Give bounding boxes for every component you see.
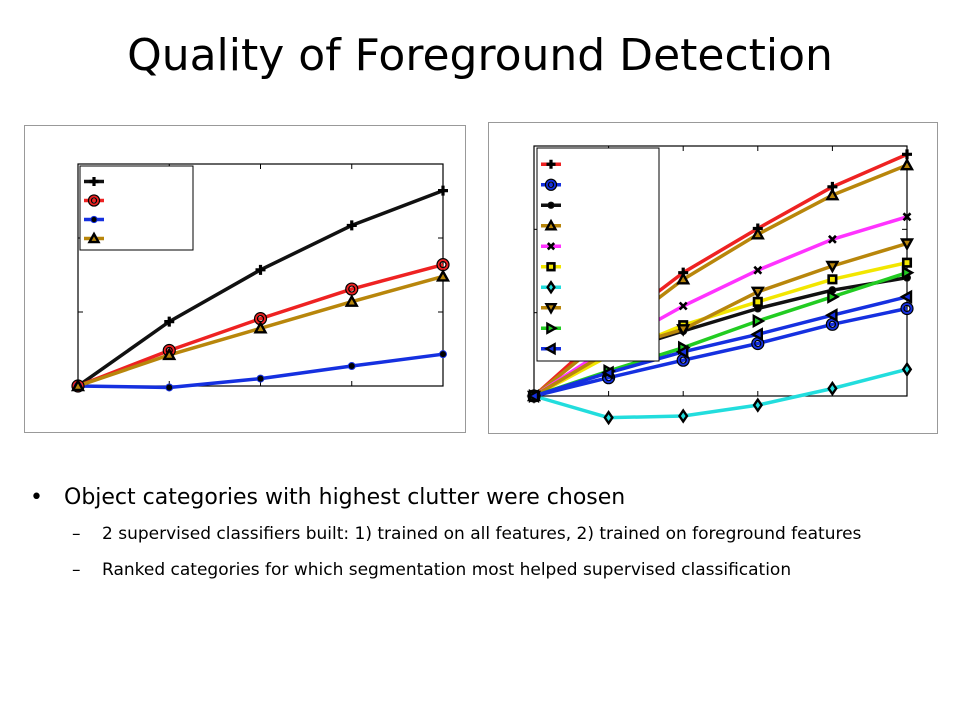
- chart-10-classes-svg: [526, 145, 915, 426]
- sub-bullet-dash: –: [72, 560, 81, 580]
- data-point: [750, 286, 765, 300]
- legend-marker: [546, 262, 556, 272]
- data-point: [677, 408, 689, 424]
- chart-4-classes: [24, 125, 466, 433]
- sub-bullet-item: – Ranked categories for which segmentati…: [72, 558, 920, 582]
- legend-marker: [87, 231, 101, 244]
- data-point: [90, 215, 98, 224]
- bullet-dot: •: [30, 485, 43, 510]
- data-point: [164, 316, 175, 327]
- data-point: [546, 159, 556, 169]
- data-point: [825, 260, 840, 274]
- data-point: [901, 303, 913, 314]
- data-point: [344, 294, 359, 307]
- bullet-list: • Object categories with highest clutter…: [30, 485, 920, 582]
- data-point: [750, 226, 765, 240]
- data-point: [546, 280, 556, 295]
- data-point: [824, 308, 838, 323]
- legend-marker: [546, 321, 558, 335]
- data-point: [546, 321, 558, 335]
- data-point: [546, 242, 556, 251]
- data-point: [526, 388, 540, 404]
- data-point: [89, 195, 99, 206]
- data-point: [547, 201, 555, 209]
- data-point: [753, 265, 763, 275]
- data-point: [901, 265, 915, 280]
- legend-marker: [546, 159, 556, 169]
- data-point: [827, 234, 837, 244]
- data-point: [752, 397, 764, 413]
- data-point: [675, 344, 689, 359]
- data-point: [253, 320, 268, 334]
- data-point: [752, 313, 766, 329]
- data-point: [902, 149, 912, 160]
- data-point: [87, 231, 101, 244]
- series-line-6: [533, 367, 908, 420]
- series-markers-6: [528, 361, 913, 426]
- series-line-9: [533, 295, 908, 398]
- data-point: [546, 262, 556, 272]
- slide-title: Quality of Foreground Detection: [127, 30, 833, 81]
- data-point: [435, 269, 451, 282]
- data-point: [827, 380, 838, 397]
- legend-marker: [544, 178, 558, 191]
- legend-marker: [546, 242, 556, 251]
- series-markers-3: [70, 269, 451, 392]
- legend-marker: [546, 280, 556, 295]
- data-point: [899, 289, 913, 304]
- data-point: [901, 257, 913, 268]
- data-point: [544, 342, 556, 356]
- data-point: [255, 264, 266, 275]
- sub-bullet-text: Ranked categories for which segmentation…: [102, 560, 792, 580]
- data-point: [601, 365, 614, 380]
- sub-bullet-dash: –: [72, 524, 81, 544]
- bullet-item: • Object categories with highest clutter…: [30, 485, 920, 510]
- data-point: [676, 324, 691, 337]
- data-point: [70, 378, 86, 392]
- data-point: [438, 185, 448, 196]
- data-point: [752, 338, 764, 349]
- bullet-text: Object categories with highest clutter w…: [64, 485, 626, 510]
- data-point: [544, 302, 558, 315]
- data-point: [346, 220, 357, 231]
- legend-marker: [90, 215, 98, 224]
- chart-10-classes: [488, 122, 938, 434]
- sub-bullet-item: – 2 supervised classifiers built: 1) tra…: [72, 522, 920, 546]
- series-line-5: [533, 260, 908, 398]
- data-point: [825, 187, 840, 201]
- data-point: [899, 238, 915, 251]
- data-point: [826, 318, 838, 330]
- legend-marker: [544, 218, 558, 231]
- data-point: [256, 374, 265, 383]
- sub-bullet-text: 2 supervised classifiers built: 1) train…: [102, 524, 862, 544]
- series-line-1: [77, 262, 444, 388]
- data-point: [603, 410, 614, 426]
- data-point: [901, 361, 913, 377]
- legend-marker: [89, 177, 99, 186]
- data-point: [162, 347, 177, 361]
- data-point: [750, 327, 763, 342]
- legend-marker: [547, 201, 555, 209]
- legend-marker: [544, 342, 556, 356]
- series-markers-9: [526, 289, 913, 404]
- data-point: [544, 218, 558, 231]
- data-point: [676, 271, 691, 285]
- data-point: [827, 274, 838, 285]
- legend-marker: [544, 302, 558, 315]
- data-point: [346, 283, 358, 295]
- data-point: [902, 212, 912, 222]
- legend-marker: [87, 194, 101, 207]
- series-line-1: [533, 306, 908, 398]
- data-point: [827, 289, 840, 304]
- data-point: [439, 350, 447, 359]
- data-point: [899, 157, 915, 171]
- data-point: [89, 177, 99, 186]
- data-point: [347, 362, 356, 371]
- chart-4-classes-svg: [70, 163, 451, 393]
- data-point: [165, 383, 174, 392]
- data-point: [678, 301, 688, 311]
- data-point: [546, 179, 556, 190]
